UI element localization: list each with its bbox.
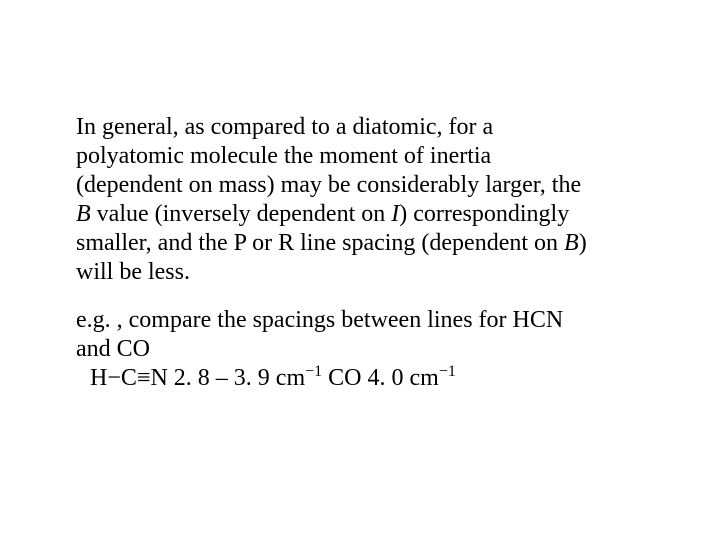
text-segment: In general, as compared to a diatomic, f… <box>76 114 581 198</box>
slide: In general, as compared to a diatomic, f… <box>0 0 720 540</box>
bond-single: − <box>107 365 121 391</box>
exponent-value: 1 <box>448 363 456 380</box>
variable-B: B <box>76 201 91 227</box>
paragraph-example-intro: e.g. , compare the spacings between line… <box>76 306 596 364</box>
hcn-n: N <box>150 365 167 391</box>
hcn-c: C <box>121 365 137 391</box>
co-value: CO 4. 0 cm <box>328 365 439 391</box>
bond-triple: ≡ <box>137 364 151 393</box>
exponent: −1 <box>439 363 456 380</box>
variable-B: B <box>564 230 579 256</box>
text-segment: value (inversely dependent on <box>91 201 392 227</box>
exponent: −1 <box>305 363 322 380</box>
minus-sign: − <box>305 363 314 380</box>
exponent-value: 1 <box>314 363 322 380</box>
minus-sign: − <box>439 363 448 380</box>
paragraph-example-values: H−C≡N 2. 8 – 3. 9 cm−1 CO 4. 0 cm−1 <box>90 364 610 393</box>
paragraph-main: In general, as compared to a diatomic, f… <box>76 113 596 287</box>
hcn-range: 2. 8 – 3. 9 cm <box>168 365 305 391</box>
hcn-h: H <box>90 365 107 391</box>
